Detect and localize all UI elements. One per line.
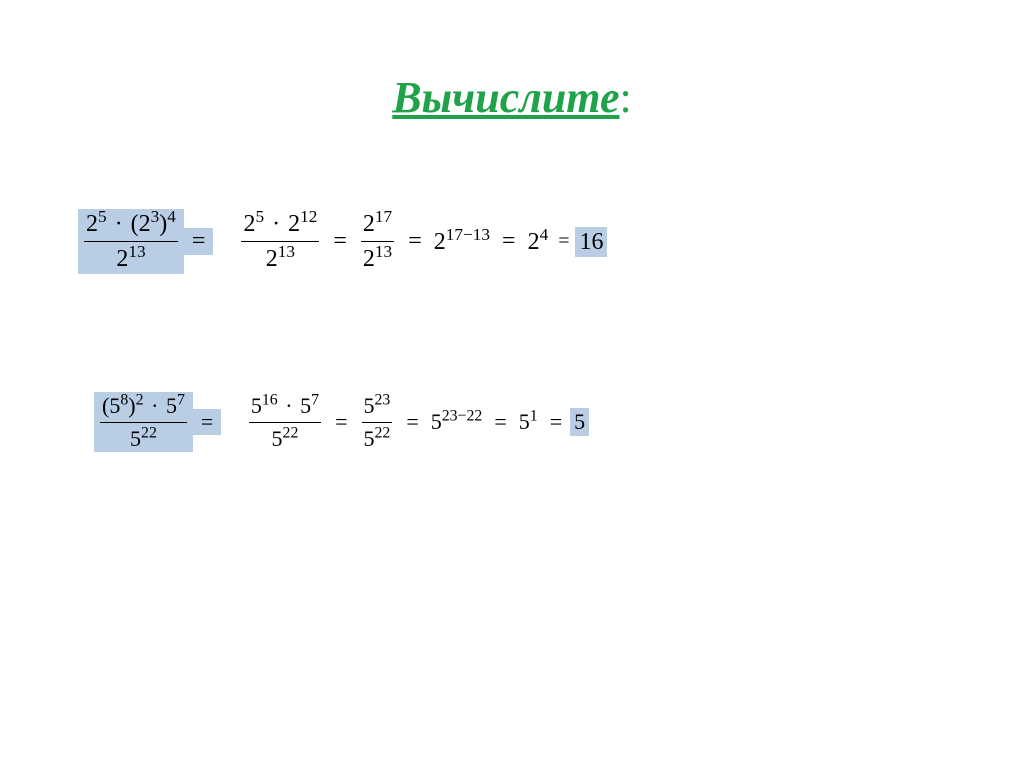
eq1-lhs-denominator: 213 [114, 244, 147, 274]
exp: 3 [151, 207, 160, 226]
base: 5 [166, 393, 177, 418]
eq2-step1-fraction: 516 ∙ 57 522 [243, 392, 327, 452]
dot: ∙ [149, 393, 161, 418]
dot: ∙ [283, 393, 295, 418]
paren-close: ) [128, 393, 135, 418]
numerator: 523 [362, 392, 393, 420]
equals-sign: = [542, 409, 570, 435]
spacer [213, 228, 235, 255]
equals-sign: = [193, 409, 221, 435]
base: 2 [288, 211, 300, 237]
exp: 5 [98, 207, 107, 226]
fraction-bar [249, 422, 321, 423]
outer-exp: 4 [167, 207, 176, 226]
exp: 23−22 [442, 408, 483, 425]
base: 2 [243, 211, 255, 237]
equation-row-1: 25 ∙ (23)4 213 = 25 ∙ 212 21 [78, 209, 1024, 274]
eq2-lhs-fraction: (58)2 ∙ 57 522 [94, 392, 193, 452]
eq1-step3: 217−13 [430, 227, 494, 257]
exp: 23 [375, 392, 391, 409]
base: 2 [528, 229, 540, 255]
base: 2 [139, 211, 151, 237]
exp: 5 [255, 207, 264, 226]
base: 5 [130, 426, 141, 451]
equals-sign: = [327, 409, 355, 435]
title-text: Вычислите [392, 73, 619, 122]
numerator: 217 [361, 209, 394, 239]
base: 5 [364, 393, 375, 418]
exp: 17 [375, 207, 392, 226]
eq1-lhs-numerator: 25 ∙ (23)4 [84, 209, 178, 239]
denominator: 213 [361, 244, 394, 274]
exp: 22 [375, 424, 391, 441]
spacer [221, 409, 243, 435]
base: 2 [116, 246, 128, 272]
base: 2 [434, 229, 446, 255]
equals-sign: = [325, 228, 355, 255]
exp: 13 [128, 242, 145, 261]
base: 5 [109, 393, 120, 418]
exp: 12 [300, 207, 317, 226]
equals-sign: = [552, 230, 575, 253]
eq2-lhs-numerator: (58)2 ∙ 57 [100, 392, 187, 420]
fraction-bar [362, 422, 393, 423]
dot: ∙ [113, 211, 125, 237]
outer-exp: 2 [136, 392, 144, 409]
exp: 4 [540, 225, 549, 244]
fraction-bar [100, 422, 187, 423]
equals-sign: = [400, 228, 430, 255]
denominator: 213 [264, 244, 297, 274]
equals-sign: = [398, 409, 426, 435]
exp: 7 [311, 392, 319, 409]
numerator: 25 ∙ 212 [241, 209, 319, 239]
base: 5 [251, 393, 262, 418]
equals-sign: = [494, 228, 524, 255]
base: 5 [431, 409, 442, 434]
equals-sign: = [184, 228, 214, 255]
eq2-lhs-denominator: 522 [128, 425, 159, 453]
paren-open: ( [131, 211, 139, 237]
equations-area: 25 ∙ (23)4 213 = 25 ∙ 212 21 [0, 209, 1024, 452]
eq2-step2-fraction: 523 522 [356, 392, 399, 452]
base: 5 [519, 409, 530, 434]
dot: ∙ [270, 211, 282, 237]
denominator: 522 [270, 425, 301, 453]
slide: Вычислите: 25 ∙ (23)4 213 = 25 [0, 0, 1024, 767]
equals-sign: = [486, 409, 514, 435]
exp: 17−13 [446, 225, 490, 244]
exp: 16 [262, 392, 278, 409]
exp: 13 [375, 242, 392, 261]
eq1-step4: 24 [524, 227, 553, 257]
denominator: 522 [362, 425, 393, 453]
title-colon: : [619, 73, 631, 122]
base: 2 [86, 211, 98, 237]
exp: 22 [141, 424, 157, 441]
eq1-step1-fraction: 25 ∙ 212 213 [235, 209, 325, 274]
eq2-result: 5 [570, 408, 589, 436]
exp: 22 [283, 424, 299, 441]
eq1-step2-fraction: 217 213 [355, 209, 400, 274]
eq2-step4: 51 [515, 408, 542, 436]
exp: 7 [177, 392, 185, 409]
base: 2 [363, 211, 375, 237]
base: 5 [300, 393, 311, 418]
eq2-step3: 523−22 [427, 408, 487, 436]
base: 5 [364, 426, 375, 451]
numerator: 516 ∙ 57 [249, 392, 321, 420]
eq1-result: 16 [575, 227, 607, 257]
base: 2 [363, 246, 375, 272]
page-title: Вычислите: [0, 72, 1024, 123]
base: 5 [272, 426, 283, 451]
base: 2 [266, 246, 278, 272]
equation-row-2: (58)2 ∙ 57 522 = 516 ∙ 57 52 [78, 392, 1024, 452]
exp: 1 [530, 408, 538, 425]
exp: 13 [278, 242, 295, 261]
eq1-lhs-fraction: 25 ∙ (23)4 213 [78, 209, 184, 274]
